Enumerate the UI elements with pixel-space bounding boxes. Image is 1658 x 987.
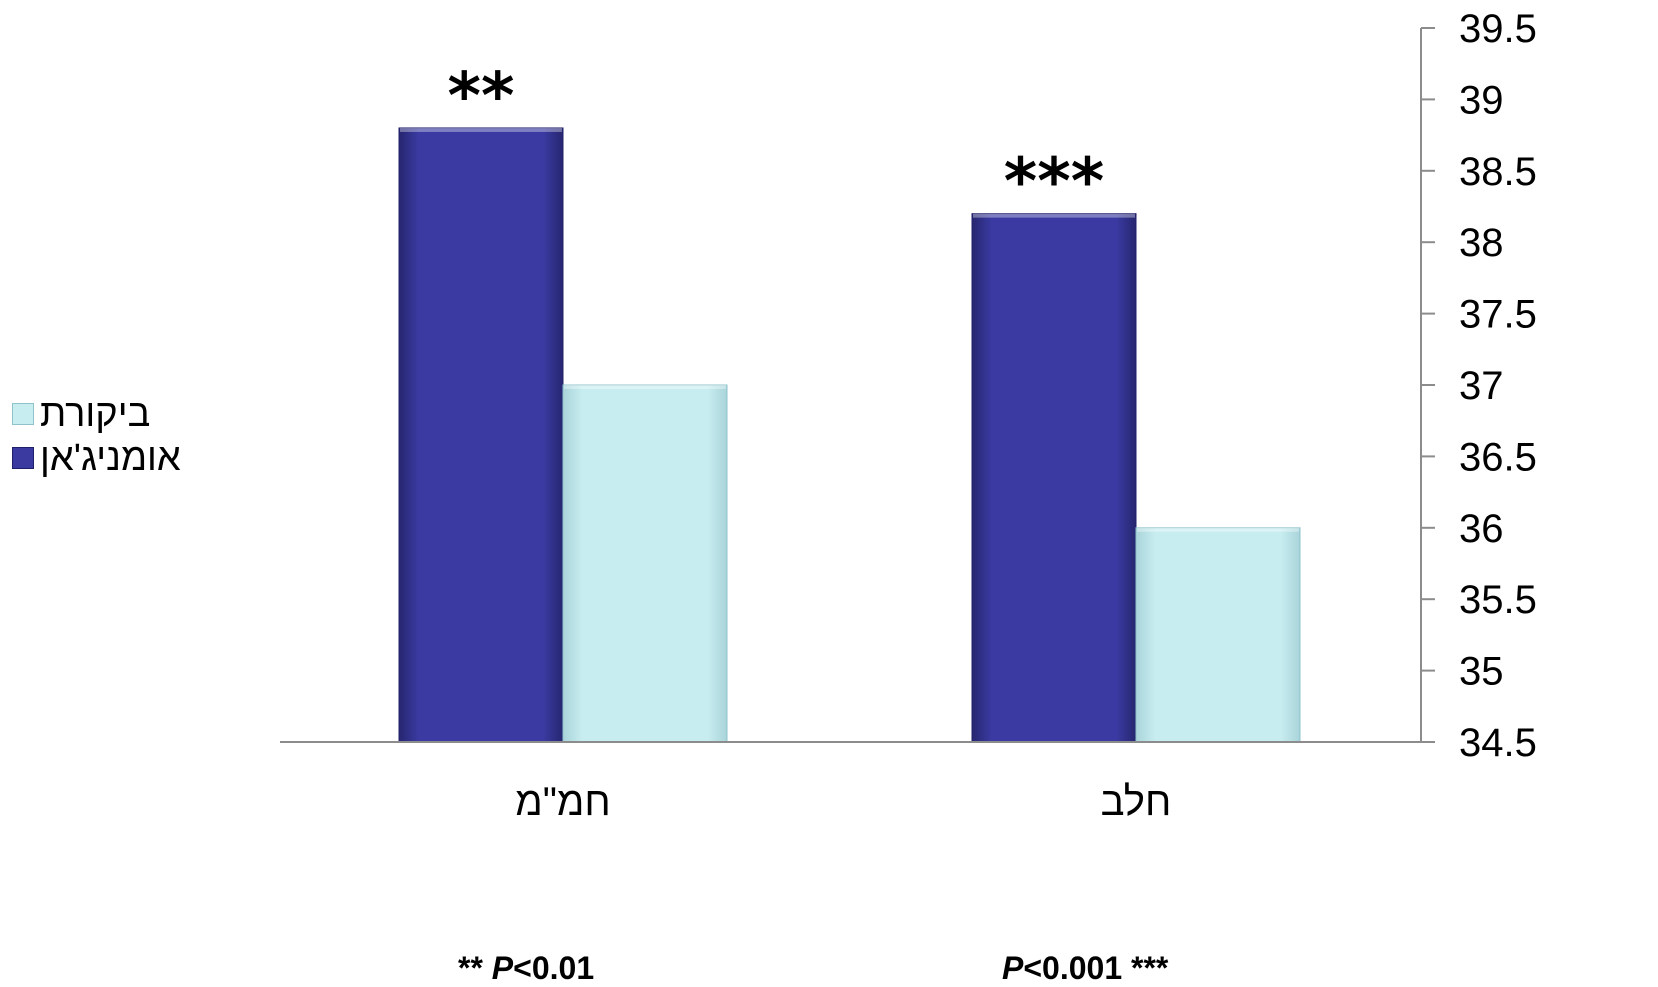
p-note-right-p: P — [1002, 950, 1024, 986]
bar-highlight-1-1 — [1137, 527, 1299, 532]
bar-highlight-1-0 — [973, 213, 1135, 218]
p-value-note-right: P<0.001 *** — [1002, 950, 1168, 987]
bar-highlight-0-0 — [400, 127, 562, 132]
p-note-left-p: P — [491, 950, 514, 986]
legend-item-control: ביקורת — [12, 392, 181, 436]
category-label-0: חמ"מ — [515, 780, 611, 824]
bar-1-0 — [971, 213, 1137, 743]
bar-0-1 — [562, 384, 728, 743]
p-note-left-stars: ** — [458, 950, 483, 986]
p-value-note-left: ** P<0.01 — [458, 950, 594, 987]
y-tick-label-5: 37 — [1459, 364, 1504, 408]
y-tick-label-3: 36 — [1459, 507, 1504, 551]
y-tick-label-10: 39.5 — [1459, 7, 1537, 51]
y-tick-label-7: 38 — [1459, 221, 1504, 265]
y-tick-label-1: 35 — [1459, 650, 1504, 694]
significance-label-0: ** — [448, 60, 515, 134]
y-tick-label-8: 38.5 — [1459, 150, 1537, 194]
y-tick-label-2: 35.5 — [1459, 578, 1537, 622]
legend-label-omnigan: אומניג'אן — [40, 437, 181, 479]
p-note-left-rest: <0.01 — [513, 950, 595, 986]
legend-label-control: ביקורת — [40, 393, 151, 435]
legend-swatch-omnigan — [12, 447, 34, 469]
y-tick-label-0: 34.5 — [1459, 721, 1537, 765]
p-note-right-stars: *** — [1131, 950, 1169, 986]
legend: ביקורת אומניג'אן — [12, 392, 181, 480]
p-note-right-rest: <0.001 — [1023, 950, 1123, 986]
legend-item-omnigan: אומניג'אן — [12, 436, 181, 480]
y-tick-label-6: 37.5 — [1459, 293, 1537, 337]
bar-highlight-0-1 — [564, 385, 726, 389]
bar-1-1 — [1135, 527, 1301, 743]
y-tick-label-4: 36.5 — [1459, 435, 1537, 479]
bar-0-0 — [398, 127, 564, 743]
legend-swatch-control — [12, 403, 34, 425]
y-tick-label-9: 39 — [1459, 78, 1504, 122]
significance-label-1: *** — [1004, 146, 1104, 220]
category-label-1: חלב — [1101, 780, 1172, 824]
